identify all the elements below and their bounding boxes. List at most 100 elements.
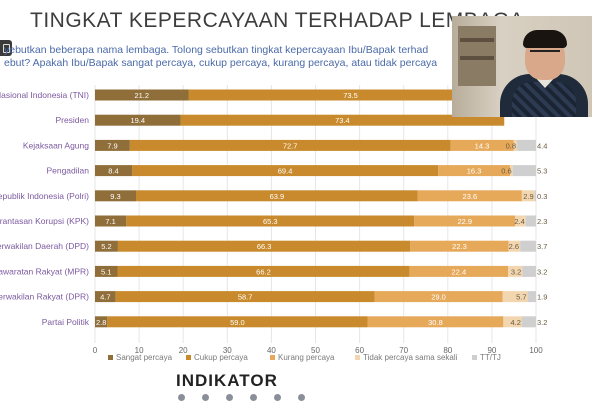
bar-segment	[502, 291, 528, 303]
category-label: Nasional Indonesia (TNI)	[0, 90, 89, 100]
data-label: 66.3	[257, 242, 272, 251]
survey-question: yebutkan beberapa nama lembaga. Tolong s…	[4, 44, 454, 70]
nav-dot-icon[interactable]	[298, 394, 305, 401]
bar-segment	[132, 165, 439, 177]
bar-segment	[417, 190, 522, 202]
slide-title: TINGKAT KEPERCAYAAN TERHADAP LEMBAGA	[30, 9, 525, 32]
bar-segment	[126, 215, 415, 227]
bar-segment	[515, 215, 526, 227]
bar-segment	[95, 139, 130, 151]
x-tick-label: 70	[399, 346, 408, 355]
bar-segment	[180, 114, 505, 126]
bar-segment	[521, 316, 536, 328]
data-label: 7.9	[107, 141, 117, 150]
legend-label: Tidak percaya sama sekali	[363, 353, 458, 362]
bar-segment	[513, 139, 518, 151]
data-label: 63.9	[270, 192, 285, 201]
data-label: 3.7	[537, 242, 547, 251]
data-label: 4.4	[537, 141, 547, 150]
x-tick-label: 20	[179, 346, 188, 355]
bar-segment	[117, 265, 410, 277]
nav-dot-icon[interactable]	[226, 394, 233, 401]
data-label: 8.4	[108, 167, 118, 176]
x-tick-label: 90	[487, 346, 496, 355]
data-label: 2.6	[509, 242, 519, 251]
bar-segment	[188, 89, 513, 101]
bar-segment	[115, 291, 375, 303]
nav-dot-icon[interactable]	[274, 394, 281, 401]
survey-question-line-1: yebutkan beberapa nama lembaga. Tolong s…	[4, 44, 429, 56]
data-label: 21.2	[134, 91, 149, 100]
data-label: 0.8	[506, 141, 516, 150]
legend-swatch	[472, 355, 477, 360]
bar-segment	[95, 190, 137, 202]
bar-segment	[95, 215, 127, 227]
data-label: 5.7	[516, 293, 526, 302]
data-label: 3.2	[537, 267, 547, 276]
data-label: 2.4	[514, 217, 524, 226]
bar-segment	[367, 316, 504, 328]
bar-segment	[512, 165, 536, 177]
bar-segment	[508, 240, 521, 252]
bar-segment	[508, 265, 523, 277]
data-label: 2.8	[96, 318, 106, 327]
category-label: Partai Politik	[42, 317, 90, 327]
screen-share-icon[interactable]	[0, 40, 12, 56]
data-label: 66.2	[256, 267, 271, 276]
x-tick-label: 30	[223, 346, 232, 355]
nav-dot-icon[interactable]	[178, 394, 185, 401]
data-label: 22.3	[452, 242, 467, 251]
bar-segment	[117, 240, 411, 252]
bar-segment	[95, 291, 116, 303]
bar-segment	[522, 265, 536, 277]
data-label: 5.3	[537, 167, 547, 176]
data-label: 22.4	[452, 267, 467, 276]
legend-swatch	[108, 355, 113, 360]
bar-segment	[136, 190, 418, 202]
bar-segment	[520, 240, 536, 252]
shelf-board	[460, 56, 494, 60]
data-label: 7.1	[105, 217, 115, 226]
data-label: 73.4	[335, 116, 350, 125]
bar-segment	[129, 139, 451, 151]
data-label: 58.7	[238, 293, 253, 302]
data-label: 22.9	[457, 217, 472, 226]
x-tick-label: 50	[311, 346, 320, 355]
slide-nav-dots	[0, 392, 600, 401]
legend-label: Kurang percaya	[278, 353, 335, 362]
bar-segment	[107, 316, 368, 328]
data-label: 3.2	[511, 267, 521, 276]
data-label: 2.9	[523, 192, 533, 201]
data-label: 72.7	[283, 141, 298, 150]
presenter-glasses	[530, 50, 560, 59]
data-label: 23.6	[463, 192, 478, 201]
data-label: 30.8	[428, 318, 443, 327]
nav-dot-icon[interactable]	[250, 394, 257, 401]
bar-segment	[503, 316, 522, 328]
bar-segment	[410, 240, 509, 252]
bar-segment	[95, 240, 118, 252]
bar-segment	[95, 89, 189, 101]
bar-segment	[95, 114, 181, 126]
bar-segment	[414, 215, 516, 227]
data-label: 2.3	[537, 217, 547, 226]
x-tick-label: 10	[135, 346, 144, 355]
bar-segment	[525, 215, 536, 227]
data-label: 73.5	[343, 91, 358, 100]
category-label: Kejaksaan Agung	[23, 140, 89, 150]
data-label: 19.4	[130, 116, 145, 125]
category-label: epublik Indonesia (Polri)	[0, 191, 89, 201]
presenter-shirt	[512, 82, 576, 117]
legend-label: TT/TJ	[480, 353, 501, 362]
bar-segment	[534, 190, 536, 202]
legend-label: Sangat percaya	[116, 353, 173, 362]
data-label: 29.0	[431, 293, 446, 302]
bar-segment	[438, 165, 510, 177]
data-label: 16.3	[467, 167, 482, 176]
x-tick-label: 40	[267, 346, 276, 355]
bar-segment	[95, 165, 133, 177]
legend-swatch	[270, 355, 275, 360]
nav-dot-icon[interactable]	[202, 394, 209, 401]
